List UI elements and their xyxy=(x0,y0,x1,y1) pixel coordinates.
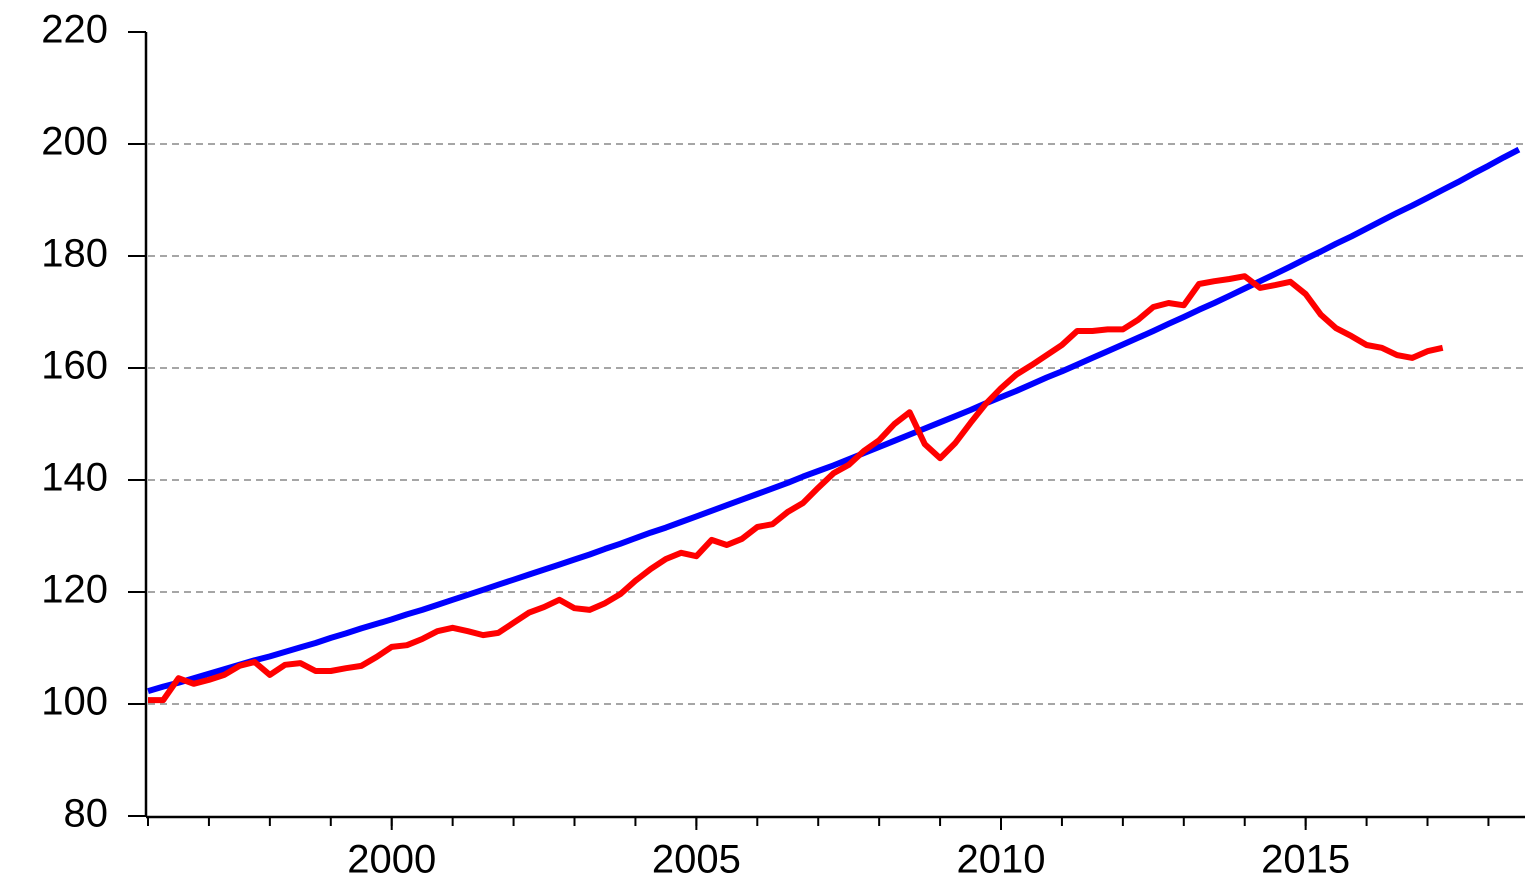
y-tick-label: 220 xyxy=(41,8,108,52)
y-tick-label: 200 xyxy=(41,120,108,164)
series-line xyxy=(148,273,1444,704)
x-tick-label: 2005 xyxy=(652,838,741,882)
y-tick-label: 140 xyxy=(41,456,108,500)
y-tick-label: 160 xyxy=(41,344,108,388)
y-tick-label: 180 xyxy=(41,232,108,276)
x-tick-label: 2015 xyxy=(1261,838,1350,882)
series-line xyxy=(147,146,1521,694)
y-tick-label: 100 xyxy=(41,680,108,724)
x-tick-label: 2000 xyxy=(347,838,436,882)
y-tick-label: 80 xyxy=(64,792,109,836)
x-tick-label: 2010 xyxy=(957,838,1046,882)
y-tick-label: 120 xyxy=(41,568,108,612)
